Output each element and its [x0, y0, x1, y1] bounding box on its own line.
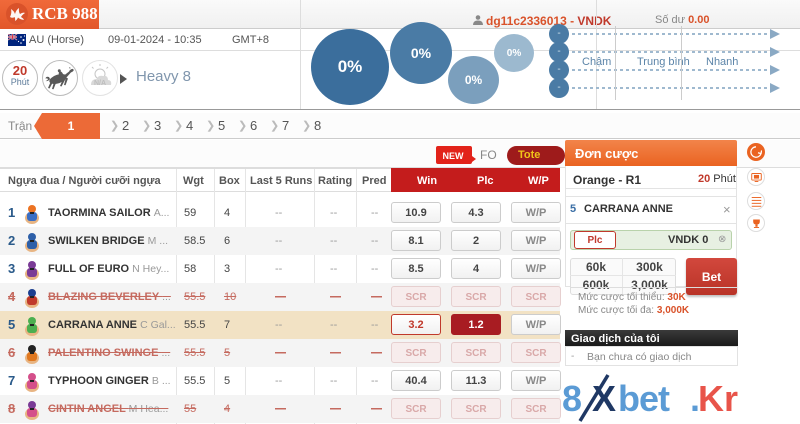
svg-text:X: X	[592, 378, 616, 419]
svg-text:bet: bet	[618, 378, 670, 419]
svg-text:NEW: NEW	[443, 151, 465, 161]
svg-text:Kr: Kr	[698, 378, 738, 419]
svg-text:N/A: N/A	[94, 80, 106, 87]
svg-text:1: 1	[68, 119, 75, 133]
svg-text:8: 8	[562, 378, 582, 419]
